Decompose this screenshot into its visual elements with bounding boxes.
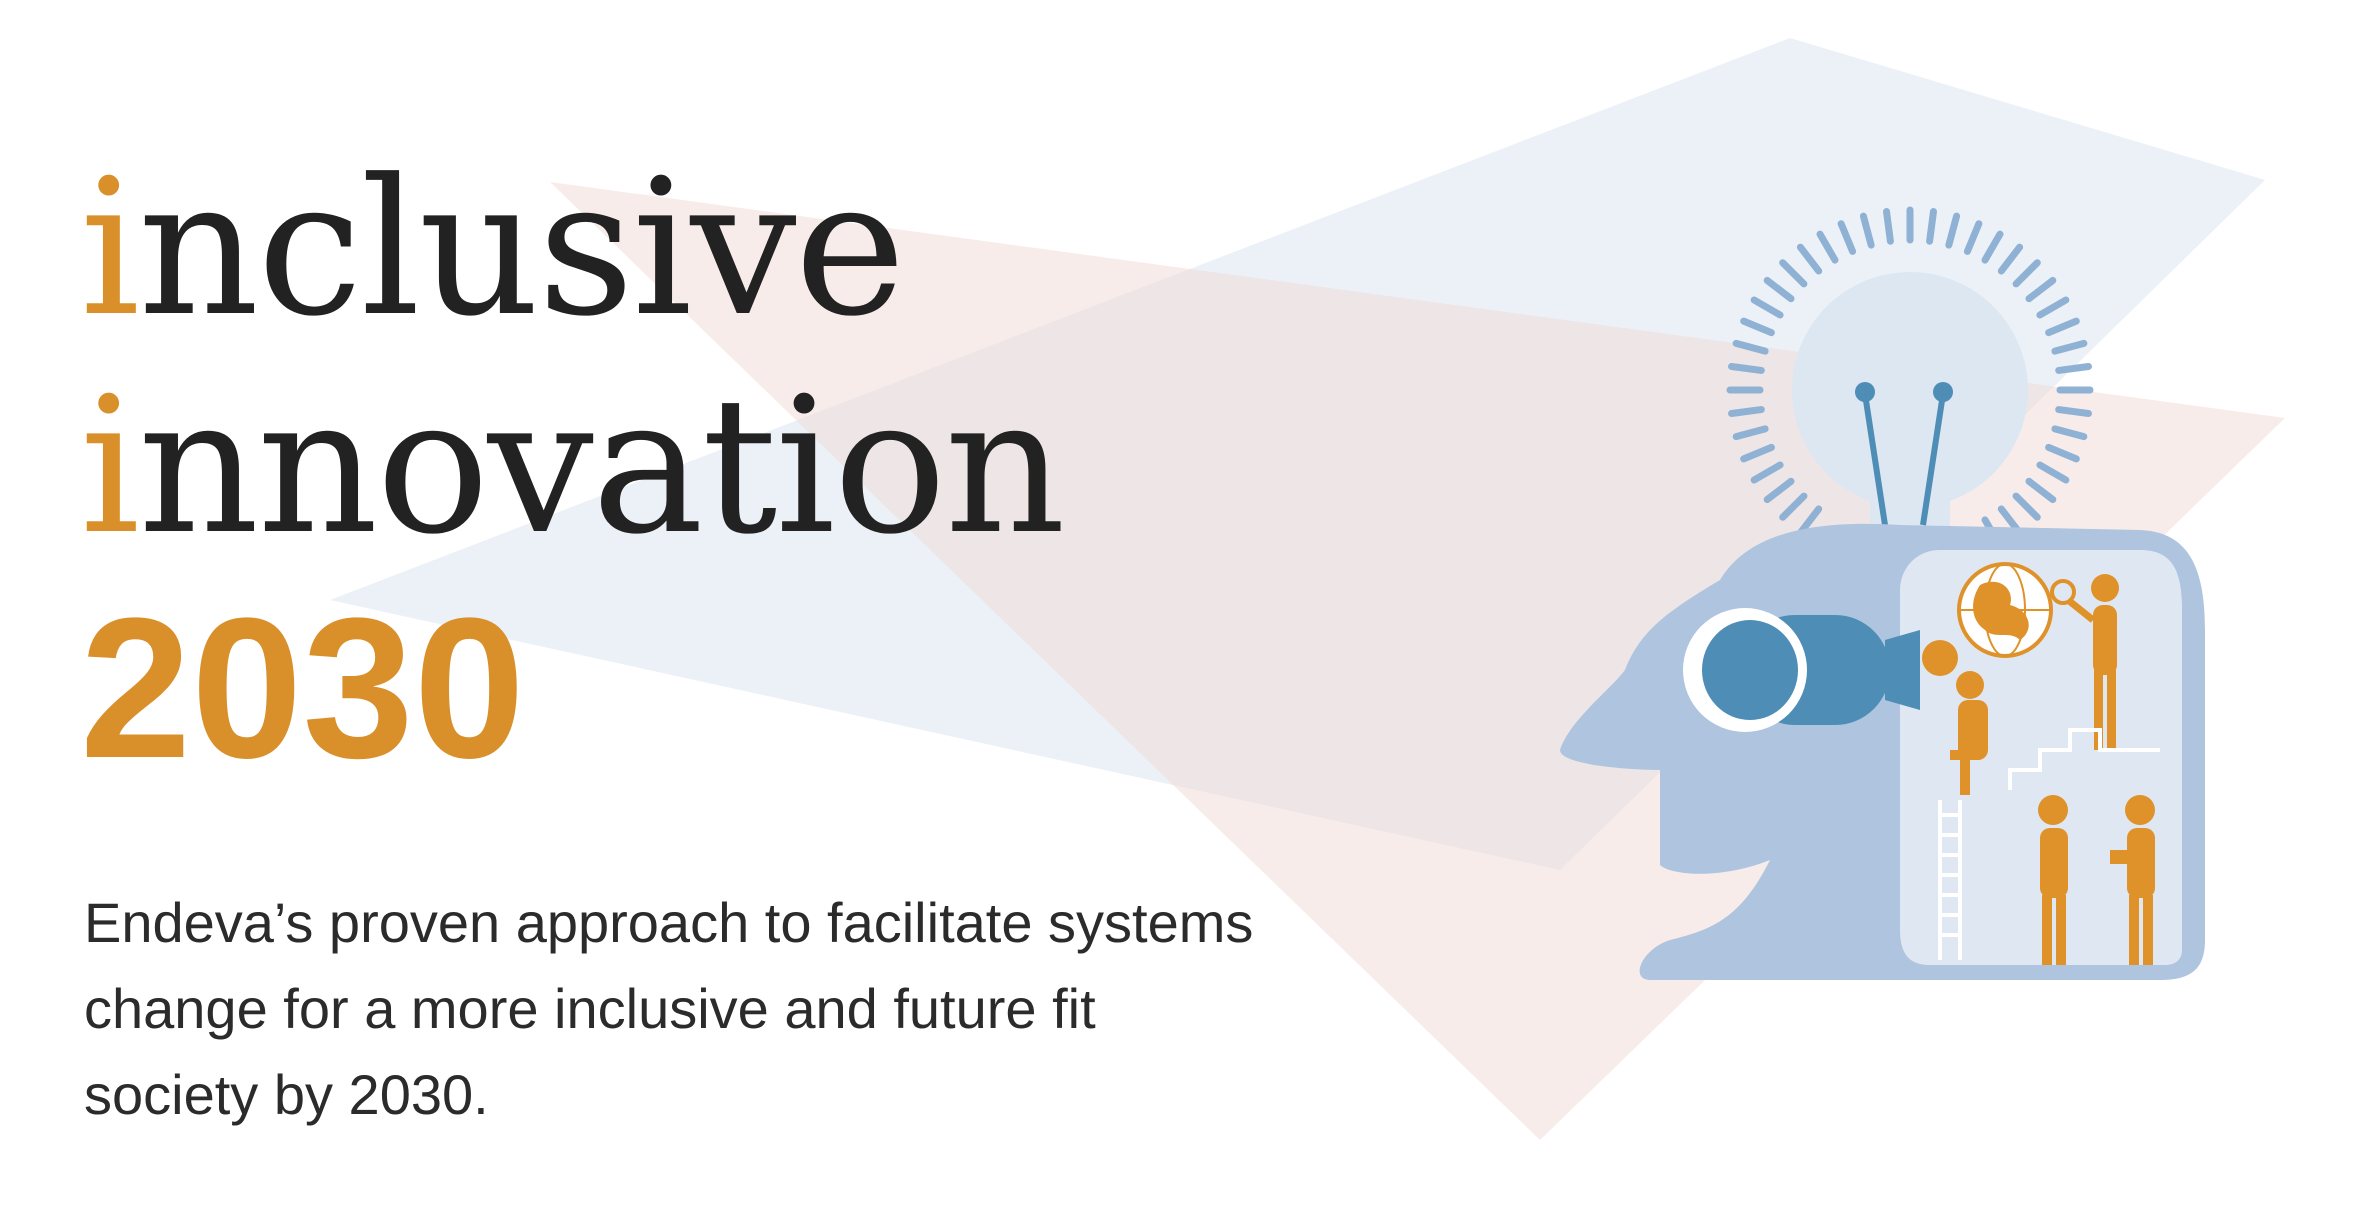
page-title: inclusive innovation 2030	[80, 140, 1066, 800]
bulb-ray	[1763, 276, 1795, 303]
bulb-ray	[1796, 243, 1823, 275]
bulb-ray	[2012, 492, 2041, 521]
person-icon	[2038, 795, 2068, 965]
bulb-ray	[1779, 259, 1808, 288]
bulb-ray	[1732, 339, 1769, 355]
bulb-ray	[1883, 208, 1894, 245]
ladder-icon	[1938, 800, 1962, 960]
bulb-ray	[1728, 406, 1765, 417]
innovation-head-illustration	[1560, 206, 2205, 980]
bulb-ray	[1750, 296, 1784, 319]
title-line-innovation: innovation	[80, 357, 1066, 576]
person-icon	[2110, 795, 2155, 965]
bulb-ray	[1740, 443, 1775, 463]
bulb-ray	[1926, 208, 1937, 245]
bulb-ray	[2051, 425, 2088, 441]
light-bulb-icon	[1726, 206, 2094, 550]
subtitle-text: Endeva’s proven approach to facilitate s…	[84, 891, 1254, 1126]
bulb-ray	[1750, 461, 1784, 484]
person-icon	[1922, 640, 1988, 795]
globe-icon	[1957, 562, 2053, 658]
bulb-ray	[2045, 443, 2080, 463]
magnifier-icon	[2050, 579, 2076, 605]
bulb-ray	[2012, 259, 2041, 288]
bulb-ray	[2051, 339, 2088, 355]
bulb-ray	[2055, 363, 2092, 374]
bulb-ray	[1837, 220, 1857, 255]
bulb-ray	[1728, 363, 1765, 374]
bulb-ray	[1763, 477, 1795, 504]
title-year: 2030	[80, 577, 525, 800]
bulb-ray	[2036, 461, 2070, 484]
bulb-ray	[1816, 230, 1839, 264]
bulb-ray	[1740, 317, 1775, 337]
telescope-icon	[1683, 608, 1920, 732]
bulb-ray	[1779, 492, 1808, 521]
bulb-ray	[1945, 212, 1961, 249]
bulb-ray	[2055, 406, 2092, 417]
title-line-inclusive: inclusive	[80, 140, 1064, 358]
bulb-ray	[1859, 212, 1875, 249]
person-icon	[2065, 574, 2119, 750]
bulb-ray	[2036, 296, 2070, 319]
bulb-ray	[2025, 477, 2057, 504]
bulb-ray	[1997, 243, 2024, 275]
title-accent-letter: i	[80, 139, 140, 358]
bulb-ray	[2025, 276, 2057, 303]
bulb-ray	[1796, 505, 1823, 537]
bulb-ray	[1981, 230, 2004, 264]
title-word-rest: nclusive	[138, 139, 906, 358]
title-word-rest: nnovation	[138, 357, 1066, 576]
stairs-icon	[2008, 728, 2160, 790]
bulb-ray	[1963, 220, 1983, 255]
title-accent-letter: i	[80, 357, 140, 576]
bulb-ray	[1732, 425, 1769, 441]
bulb-ray	[2045, 317, 2080, 337]
